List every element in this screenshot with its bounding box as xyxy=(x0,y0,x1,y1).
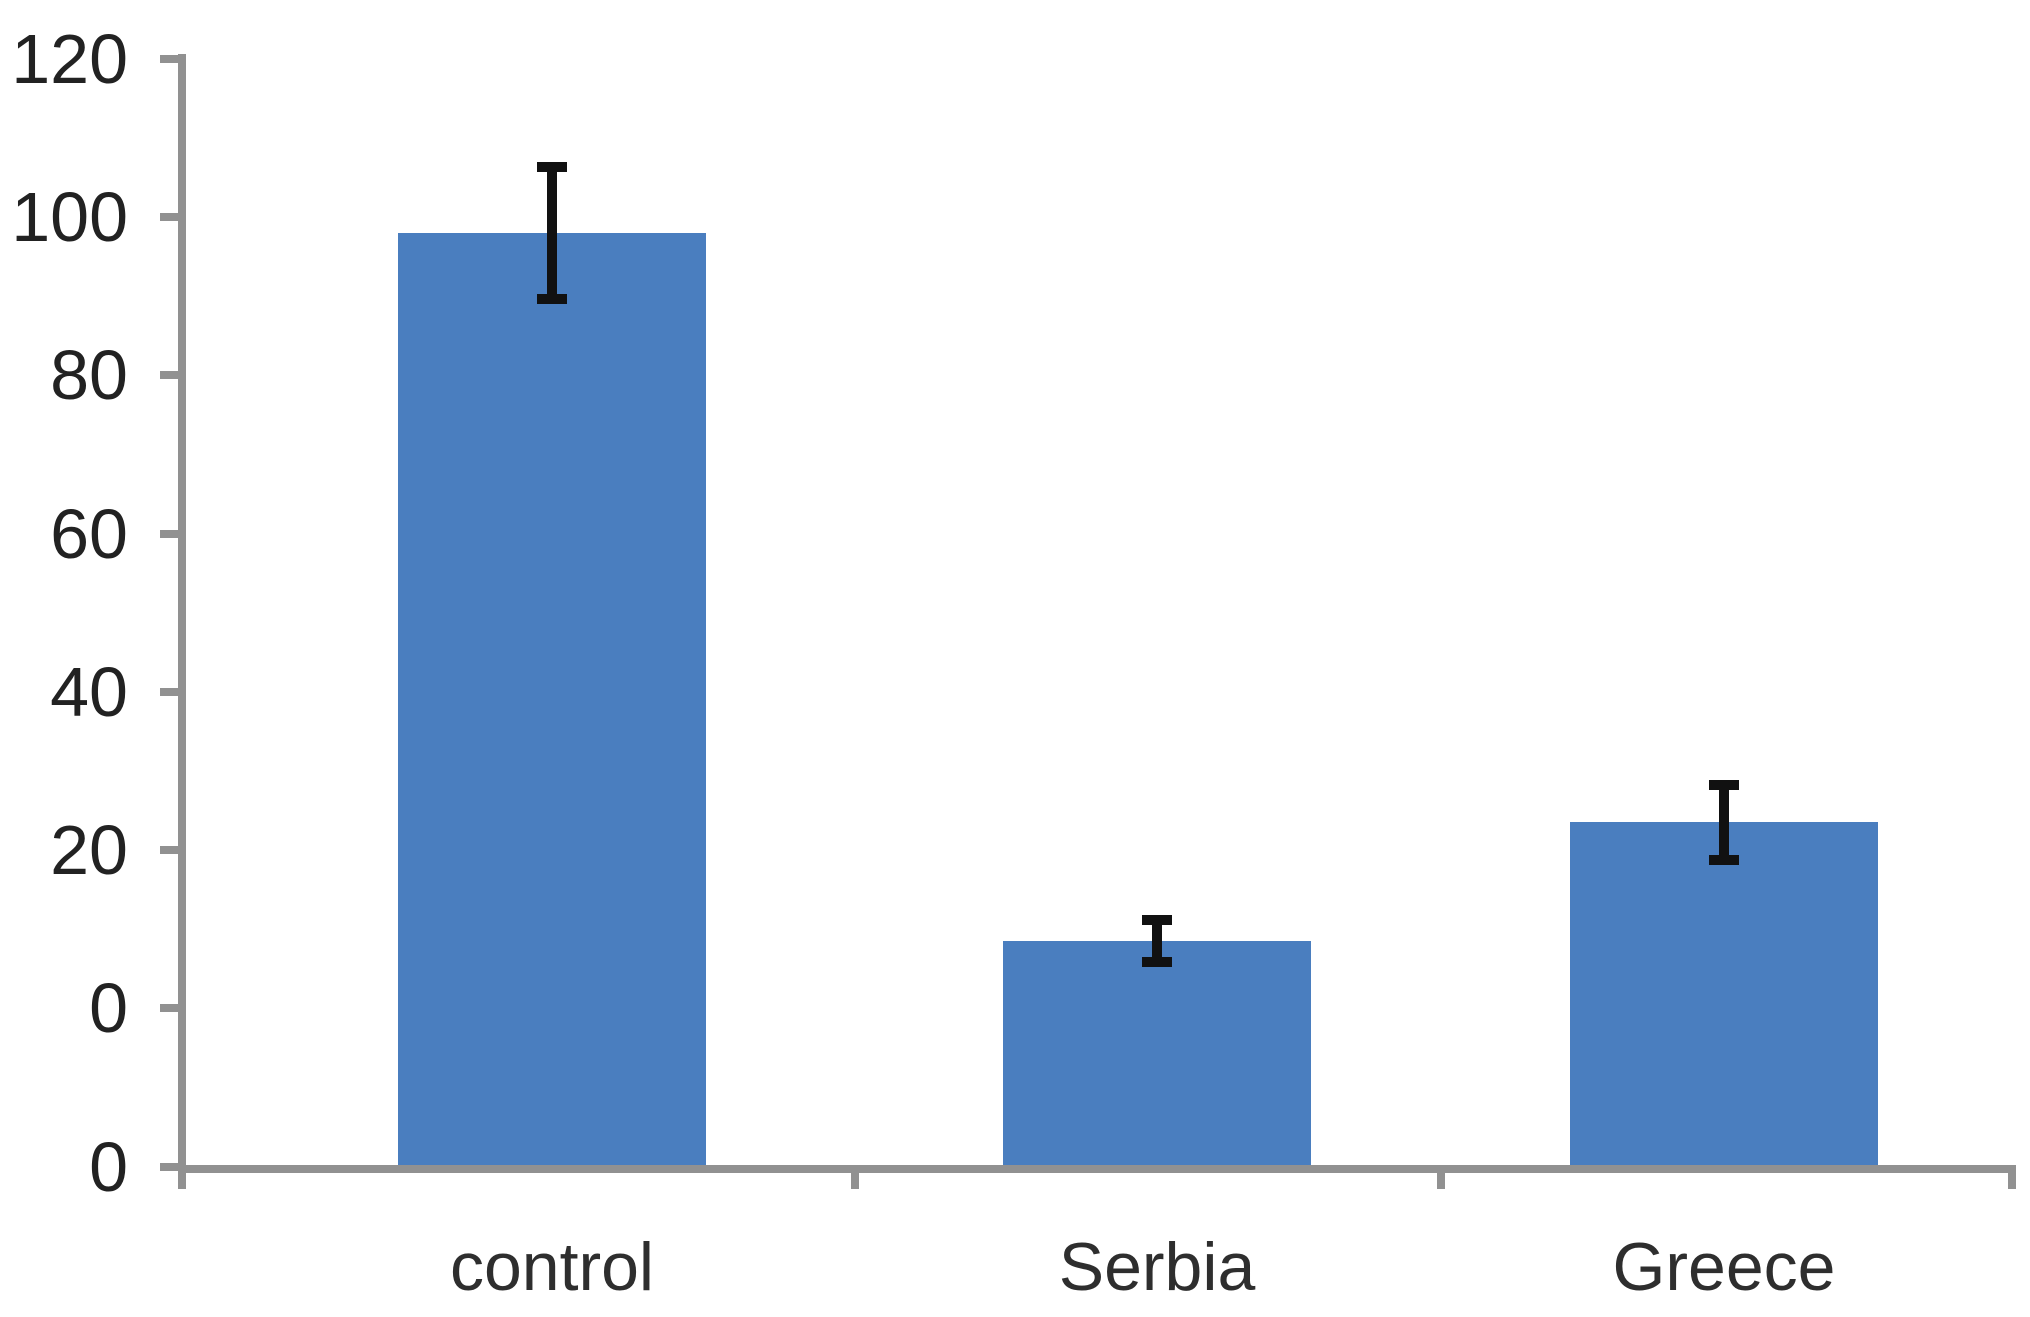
y-tick-mark xyxy=(160,54,182,63)
y-tick-label: 0 xyxy=(89,969,128,1048)
bar-control xyxy=(398,232,706,1171)
bar-greece xyxy=(1570,822,1878,1171)
y-tick-mark xyxy=(160,371,182,380)
error-bar-line xyxy=(1152,919,1162,963)
x-tick-mark xyxy=(851,1172,859,1189)
y-tick-label: 60 xyxy=(50,494,128,573)
error-bar-cap-top xyxy=(1709,780,1739,791)
y-tick-mark xyxy=(160,1004,182,1013)
category-label-control: control xyxy=(449,1229,655,1305)
x-tick-mark xyxy=(2008,1172,2016,1189)
y-tick-label: 40 xyxy=(50,652,128,731)
bar-serbia xyxy=(1003,941,1311,1171)
y-axis-line xyxy=(178,54,186,1189)
y-tick-label: 20 xyxy=(50,811,128,890)
x-axis-line xyxy=(178,1165,2016,1173)
y-tick-mark xyxy=(160,213,182,221)
error-bar-line xyxy=(547,167,557,299)
y-tick-label: 100 xyxy=(11,178,128,256)
error-bar-cap-top xyxy=(1142,914,1172,925)
y-tick-label: 120 xyxy=(11,19,128,98)
y-tick-mark xyxy=(160,687,182,696)
y-tick-label: 80 xyxy=(50,336,128,415)
error-bar-line xyxy=(1719,785,1729,860)
category-label-serbia: Serbia xyxy=(1058,1229,1256,1305)
category-label-greece: Greece xyxy=(1612,1229,1836,1305)
y-tick-mark xyxy=(160,529,182,538)
error-bar-cap-bottom xyxy=(1142,957,1172,968)
x-tick-mark xyxy=(1437,1172,1445,1189)
y-tick-label: 0 xyxy=(89,1127,128,1206)
y-tick-mark xyxy=(160,1162,182,1171)
error-bar-cap-bottom xyxy=(1709,854,1739,865)
error-bar-cap-top xyxy=(537,162,567,173)
y-tick-mark xyxy=(160,846,182,855)
error-bar-cap-bottom xyxy=(537,293,567,304)
